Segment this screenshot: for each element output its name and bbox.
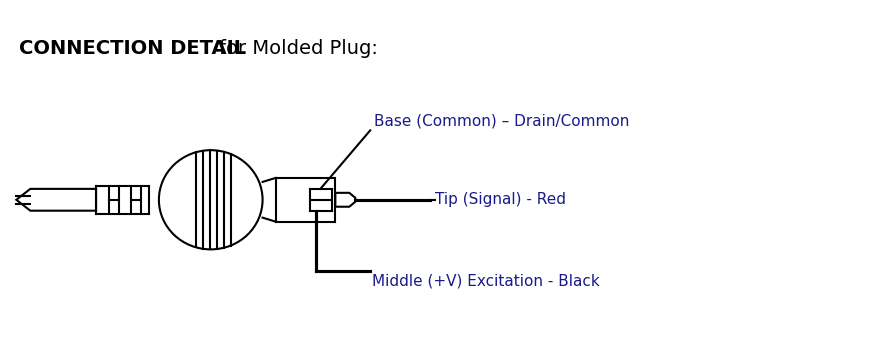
Text: Base (Common) – Drain/Common: Base (Common) – Drain/Common (374, 114, 629, 128)
Text: Tip (Signal) - Red: Tip (Signal) - Red (435, 192, 566, 207)
Text: CONNECTION DETAIL: CONNECTION DETAIL (20, 39, 253, 58)
Text: for Molded Plug:: for Molded Plug: (219, 39, 378, 58)
Text: Middle (+V) Excitation - Black: Middle (+V) Excitation - Black (372, 273, 600, 288)
